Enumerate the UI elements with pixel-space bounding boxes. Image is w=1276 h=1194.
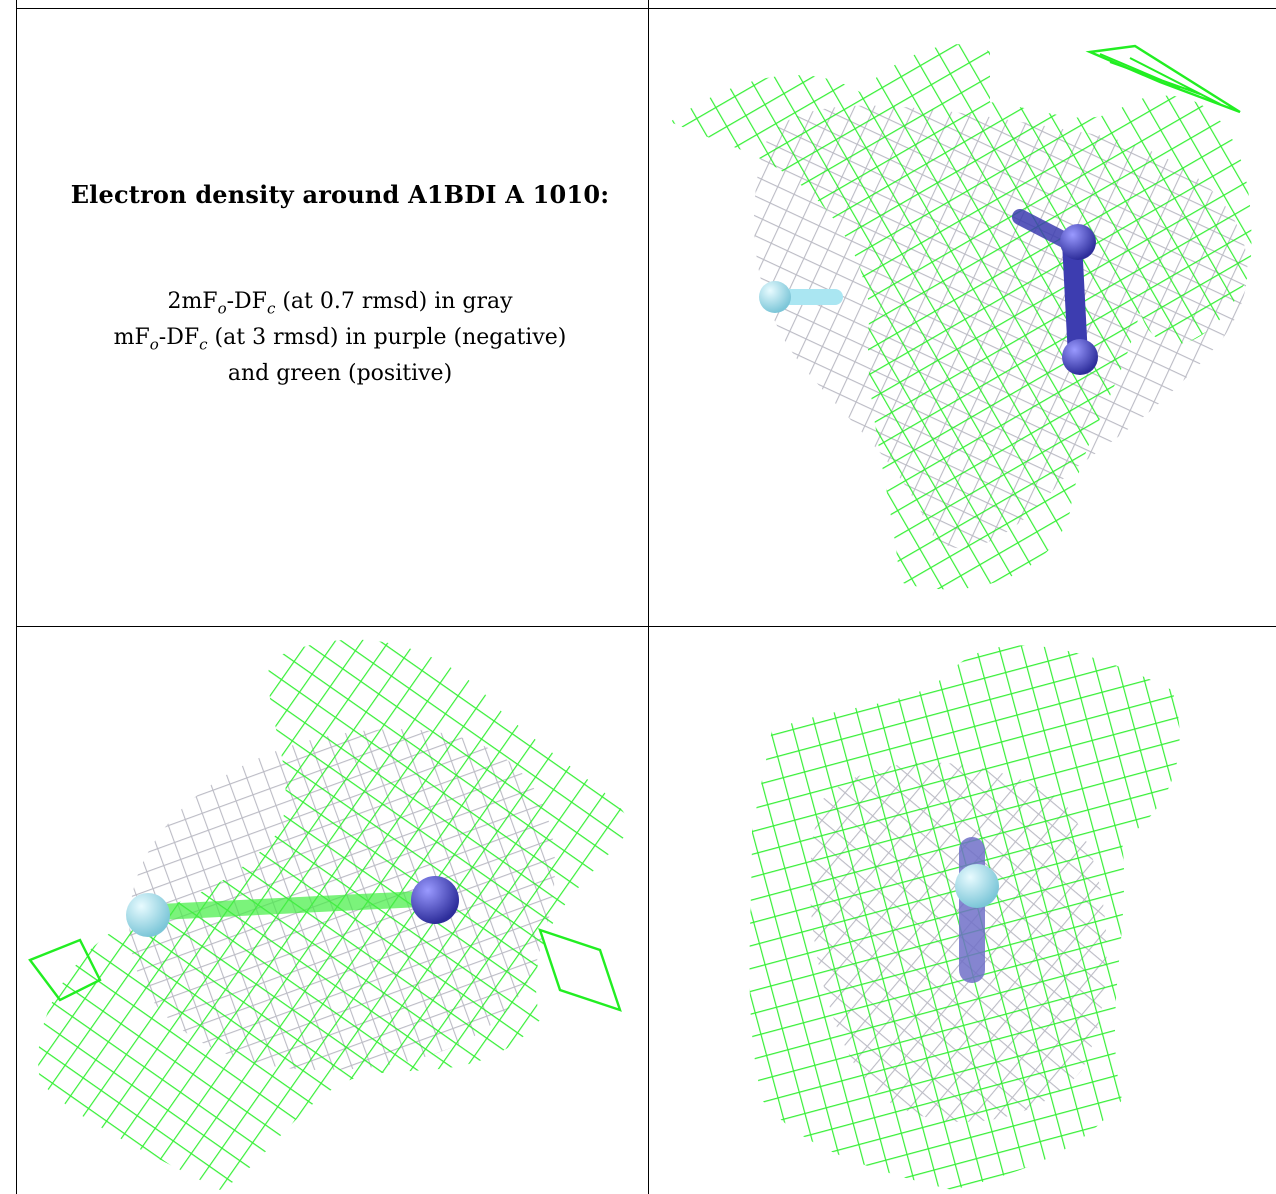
table-border-middle xyxy=(648,0,649,1194)
density-panel-top-right xyxy=(660,12,1272,618)
density-panel-bottom-right xyxy=(652,630,1272,1194)
table-border-top xyxy=(16,8,1276,9)
density-panel-bottom-left xyxy=(20,630,644,1194)
caption-line-positive: and green (positive) xyxy=(227,361,453,386)
density-render-bottom-right xyxy=(749,645,1180,1190)
caption-title: Electron density around A1BDI A 1010: xyxy=(70,180,610,209)
caption-cell: Electron density around A1BDI A 1010: 2m… xyxy=(16,8,664,626)
table-border-row xyxy=(16,626,1276,627)
caption-line-difference: mFo-DFc (at 3 rmsd) in purple (negative) xyxy=(113,325,567,354)
density-render-top-right xyxy=(670,44,1252,590)
density-render-bottom-left xyxy=(28,639,630,1190)
caption-line-gray: 2mFo-DFc (at 0.7 rmsd) in gray xyxy=(167,289,513,318)
table-border-left xyxy=(16,0,17,1194)
